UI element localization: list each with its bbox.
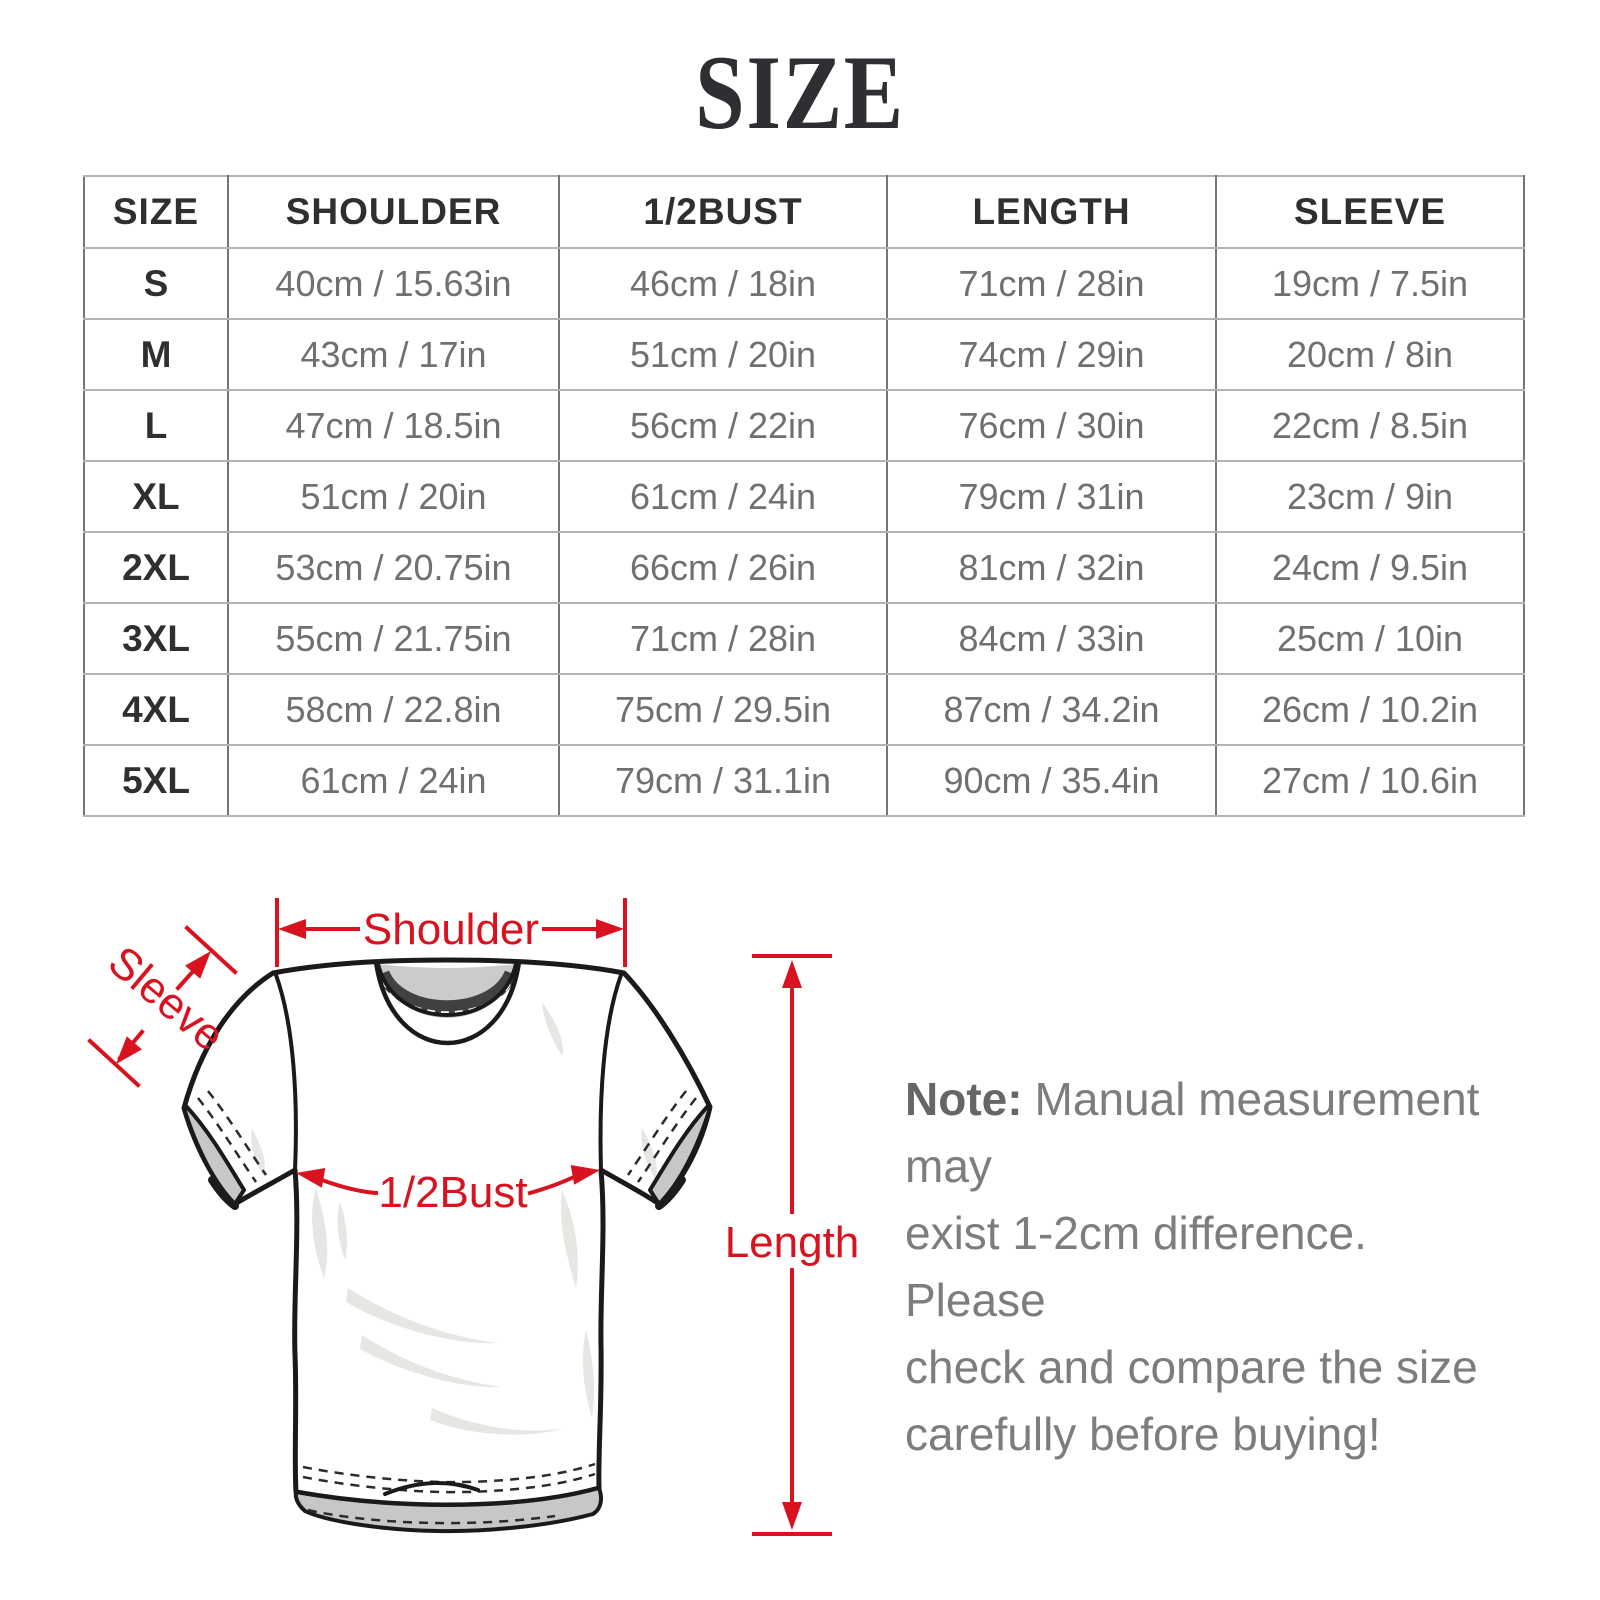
- value-cell: 40cm / 15.63in: [227, 247, 560, 320]
- table-row-5xl: 5XL 61cm / 24in 79cm / 31.1in 90cm / 35.4in…: [83, 744, 1525, 817]
- value-cell: 79cm / 31in: [886, 460, 1217, 533]
- size-cell: 5XL: [83, 744, 229, 817]
- value-cell: 84cm / 33in: [886, 602, 1217, 675]
- size-cell: 3XL: [83, 602, 229, 675]
- value-cell: 71cm / 28in: [558, 602, 888, 675]
- value-cell: 25cm / 10in: [1215, 602, 1525, 675]
- size-cell: XL: [83, 460, 229, 533]
- note-text: Manual measurement may: [905, 1073, 1480, 1192]
- tshirt-measurement-diagram: Shoulder Sleeve 1/2Bust Length: [87, 898, 860, 1536]
- value-cell: 22cm / 8.5in: [1215, 389, 1525, 462]
- table-row-3xl: 3XL 55cm / 21.75in 71cm / 28in 84cm / 33in 2…: [83, 602, 1525, 675]
- table-body: S 40cm / 15.63in 46cm / 18in 71cm / 28in 19c…: [83, 247, 1525, 817]
- value-cell: 55cm / 21.75in: [227, 602, 560, 675]
- table-row-l: L 47cm / 18.5in 56cm / 22in 76cm / 30in 22cm…: [83, 389, 1525, 462]
- bust-measure-annotation: 1/2Bust: [296, 1165, 600, 1217]
- value-cell: 61cm / 24in: [558, 460, 888, 533]
- value-cell: 51cm / 20in: [227, 460, 560, 533]
- value-cell: 74cm / 29in: [886, 318, 1217, 391]
- value-cell: 87cm / 34.2in: [886, 673, 1217, 746]
- size-table: SIZE SHOULDER 1/2BUST LENGTH SLEEVE S 40cm / …: [83, 175, 1525, 817]
- note-line: exist 1-2cm difference. Please: [905, 1207, 1367, 1326]
- value-cell: 81cm / 32in: [886, 531, 1217, 604]
- value-cell: 75cm / 29.5in: [558, 673, 888, 746]
- value-cell: 19cm / 7.5in: [1215, 247, 1525, 320]
- value-cell: 46cm / 18in: [558, 247, 888, 320]
- value-cell: 66cm / 26in: [558, 531, 888, 604]
- table-header-row: SIZE SHOULDER 1/2BUST LENGTH SLEEVE: [83, 175, 1525, 249]
- sleeve-label: Sleeve: [99, 937, 234, 1061]
- size-cell: L: [83, 389, 229, 462]
- value-cell: 51cm / 20in: [558, 318, 888, 391]
- value-cell: 27cm / 10.6in: [1215, 744, 1525, 817]
- shoulder-label: Shoulder: [363, 905, 539, 954]
- column-header-sleeve: SLEEVE: [1215, 175, 1525, 249]
- value-cell: 47cm / 18.5in: [227, 389, 560, 462]
- value-cell: 76cm / 30in: [886, 389, 1217, 462]
- size-cell: 4XL: [83, 673, 229, 746]
- tshirt-outline-drawing: [181, 957, 713, 1534]
- table-row-m: M 43cm / 17in 51cm / 20in 74cm / 29in 20cm /…: [83, 318, 1525, 391]
- column-header-12bust: 1/2BUST: [558, 175, 888, 249]
- value-cell: 61cm / 24in: [227, 744, 560, 817]
- value-cell: 26cm / 10.2in: [1215, 673, 1525, 746]
- length-label: Length: [725, 1218, 860, 1267]
- note-line: Note: Manual measurement may: [905, 1066, 1505, 1200]
- shoulder-measure-annotation: Shoulder: [275, 898, 627, 967]
- size-cell: 2XL: [83, 531, 229, 604]
- value-cell: 20cm / 8in: [1215, 318, 1525, 391]
- page-title: SIZE: [695, 34, 905, 151]
- measurement-note: Note: Manual measurement may exist 1-2cm …: [905, 1066, 1505, 1468]
- value-cell: 71cm / 28in: [886, 247, 1217, 320]
- bust-label: 1/2Bust: [378, 1168, 527, 1217]
- note-prefix: Note:: [905, 1073, 1023, 1125]
- size-cell: M: [83, 318, 229, 391]
- value-cell: 43cm / 17in: [227, 318, 560, 391]
- value-cell: 58cm / 22.8in: [227, 673, 560, 746]
- column-header-shoulder: SHOULDER: [227, 175, 560, 249]
- size-cell: S: [83, 247, 229, 320]
- table-row-s: S 40cm / 15.63in 46cm / 18in 71cm / 28in 19c…: [83, 247, 1525, 320]
- value-cell: 53cm / 20.75in: [227, 531, 560, 604]
- column-header-size: SIZE: [83, 175, 229, 249]
- value-cell: 79cm / 31.1in: [558, 744, 888, 817]
- value-cell: 24cm / 9.5in: [1215, 531, 1525, 604]
- table-row-xl: XL 51cm / 20in 61cm / 24in 79cm / 31in 23cm …: [83, 460, 1525, 533]
- note-line: carefully before buying!: [905, 1408, 1381, 1460]
- value-cell: 56cm / 22in: [558, 389, 888, 462]
- table-row-4xl: 4XL 58cm / 22.8in 75cm / 29.5in 87cm / 34.2…: [83, 673, 1525, 746]
- value-cell: 90cm / 35.4in: [886, 744, 1217, 817]
- length-measure-annotation: Length: [725, 954, 860, 1536]
- table-row-2xl: 2XL 53cm / 20.75in 66cm / 26in 81cm / 32in 2…: [83, 531, 1525, 604]
- note-line: check and compare the size: [905, 1341, 1478, 1393]
- column-header-length: LENGTH: [886, 175, 1217, 249]
- value-cell: 23cm / 9in: [1215, 460, 1525, 533]
